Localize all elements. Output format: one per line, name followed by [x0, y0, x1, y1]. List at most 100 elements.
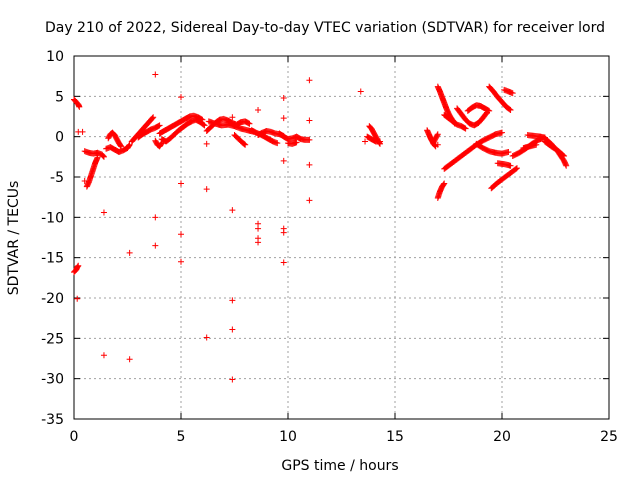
- data-point: [152, 214, 159, 221]
- data-point: [74, 263, 81, 270]
- data-point: [280, 115, 287, 122]
- data-point: [246, 120, 253, 127]
- data-point: [434, 141, 441, 148]
- y-tick-label: 5: [55, 89, 64, 105]
- data-point: [560, 152, 567, 159]
- data-point: [201, 122, 208, 129]
- y-tick-label: -15: [41, 251, 64, 267]
- y-tick-label: -20: [41, 291, 64, 307]
- data-point: [240, 140, 247, 147]
- x-tick-label: 5: [177, 429, 186, 445]
- data-point: [126, 141, 133, 148]
- data-point: [229, 326, 236, 333]
- y-tick-label: 0: [55, 130, 64, 146]
- data-point: [362, 138, 369, 145]
- data-point: [178, 94, 184, 101]
- data-point: [563, 162, 570, 169]
- y-tick-label: -10: [41, 210, 64, 226]
- x-tick-label: 10: [279, 429, 297, 445]
- data-point: [533, 141, 540, 148]
- data-point: [229, 114, 236, 121]
- data-point: [242, 141, 249, 148]
- data-point: [178, 258, 184, 265]
- data-point: [81, 178, 88, 185]
- data-point: [255, 225, 262, 232]
- axis-ticks: [73, 55, 610, 420]
- x-tick-label: 25: [600, 429, 618, 445]
- data-point: [513, 165, 520, 172]
- data-point: [306, 197, 313, 204]
- data-point: [149, 115, 156, 122]
- x-tick-label: 20: [493, 429, 511, 445]
- chart-title: Day 210 of 2022, Sidereal Day-to-day VTE…: [45, 20, 605, 36]
- data-point: [100, 153, 107, 160]
- data-point: [306, 117, 313, 124]
- data-point: [178, 231, 184, 238]
- data-point: [506, 106, 513, 113]
- data-point: [126, 356, 133, 363]
- y-tick-label: -25: [41, 331, 64, 347]
- data-point: [100, 153, 107, 160]
- data-point: [203, 186, 210, 193]
- tick-labels: 0 5 10 15 20 25 10 5 0 -5 -10 -15 -20 -25 -30 -35: [41, 49, 618, 445]
- data-point: [152, 242, 159, 249]
- data-point: [507, 107, 514, 114]
- plot-frame: [73, 55, 610, 420]
- data-point: [203, 140, 210, 147]
- data-point: [507, 162, 514, 169]
- data-point: [434, 132, 441, 139]
- data-point: [200, 121, 207, 128]
- data-point: [203, 334, 210, 341]
- data-point: [241, 141, 248, 148]
- data-point: [357, 88, 364, 95]
- data-point: [75, 262, 82, 269]
- data-point: [280, 259, 287, 266]
- data-point: [462, 125, 469, 132]
- data-point: [229, 207, 236, 214]
- y-tick-label: -30: [41, 372, 64, 388]
- data-point: [100, 352, 107, 359]
- data-point: [486, 107, 493, 114]
- data-point: [280, 229, 287, 236]
- data-point: [513, 165, 520, 172]
- data-point: [79, 128, 86, 135]
- data-point: [76, 103, 83, 110]
- data-point: [126, 142, 133, 149]
- data-point: [255, 107, 262, 114]
- data-point: [306, 136, 313, 143]
- data-point: [441, 180, 448, 187]
- x-tick-label: 0: [70, 429, 79, 445]
- data-point: [150, 114, 157, 121]
- data-point: [126, 249, 133, 256]
- data-point: [178, 180, 184, 187]
- grid-lines: [74, 56, 609, 419]
- data-point: [156, 122, 163, 129]
- y-tick-label: -5: [50, 170, 64, 186]
- data-point: [255, 239, 262, 246]
- data-point: [431, 142, 438, 149]
- data-point: [499, 129, 505, 136]
- data-point: [293, 139, 300, 146]
- data-point: [229, 297, 236, 304]
- data-point: [118, 143, 125, 150]
- data-point: [158, 140, 165, 147]
- data-point: [306, 77, 313, 84]
- data-point: [158, 140, 165, 147]
- data-point: [505, 148, 512, 155]
- x-axis-title: GPS time / hours: [281, 458, 398, 474]
- data-point: [280, 94, 287, 101]
- y-axis-title: SDTVAR / TECUs: [6, 181, 22, 296]
- data-point: [561, 153, 568, 160]
- data-points: [71, 71, 570, 383]
- data-point: [280, 157, 287, 164]
- x-tick-label: 15: [386, 429, 404, 445]
- data-point: [100, 209, 107, 216]
- data-point: [274, 140, 281, 147]
- data-point: [440, 181, 447, 188]
- data-point: [117, 142, 124, 149]
- y-tick-label: 10: [46, 49, 64, 65]
- data-point: [306, 161, 313, 168]
- data-point: [152, 71, 159, 78]
